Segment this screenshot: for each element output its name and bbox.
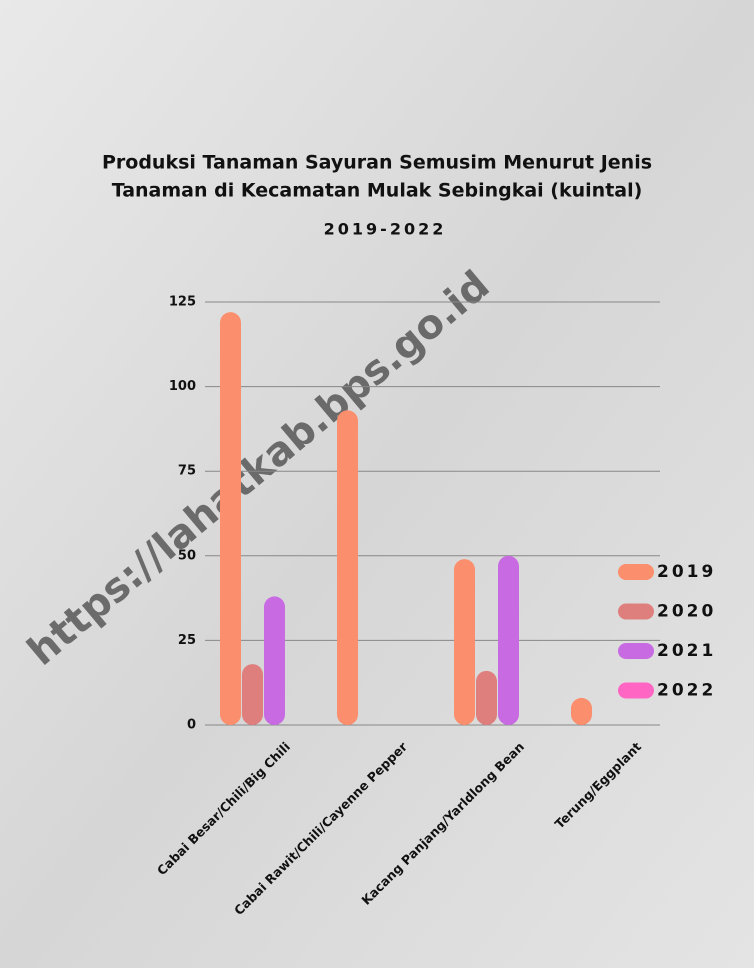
chart-title: Produksi Tanaman Sayuran Semusim Menurut…	[102, 152, 652, 174]
y-tick-label: 0	[187, 718, 196, 733]
chart-title: Tanaman di Kecamatan Mulak Sebingkai (ku…	[112, 180, 643, 202]
bar	[264, 596, 285, 725]
legend-swatch	[618, 603, 654, 620]
legend-swatch	[618, 643, 654, 659]
bar	[498, 555, 519, 725]
chart-subtitle: 2019-2022	[324, 220, 447, 239]
y-tick-label: 75	[178, 464, 196, 479]
legend-swatch	[618, 682, 654, 699]
bar	[242, 664, 263, 725]
y-tick-label: 25	[178, 633, 196, 648]
legend-label: 2021	[657, 641, 716, 661]
legend-label: 2020	[657, 602, 716, 622]
y-tick-label: 125	[169, 295, 196, 310]
y-tick-label: 50	[178, 548, 196, 563]
bar	[220, 312, 241, 725]
bar	[571, 697, 592, 725]
bar	[476, 670, 497, 725]
bar	[454, 559, 475, 725]
y-tick-label: 100	[169, 379, 196, 394]
legend-label: 2022	[657, 681, 716, 701]
legend-label: 2019	[657, 562, 716, 582]
bar	[337, 410, 358, 725]
legend-swatch	[618, 564, 654, 580]
